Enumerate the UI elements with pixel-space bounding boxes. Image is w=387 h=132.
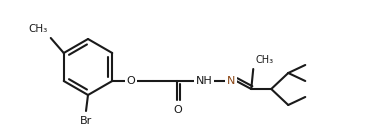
Text: CH₃: CH₃ [255,55,273,65]
Text: O: O [127,76,135,86]
Text: NH: NH [196,76,212,86]
Text: O: O [174,105,183,115]
Text: CH₃: CH₃ [29,24,48,34]
Text: Br: Br [80,116,92,126]
Text: N: N [227,76,235,86]
